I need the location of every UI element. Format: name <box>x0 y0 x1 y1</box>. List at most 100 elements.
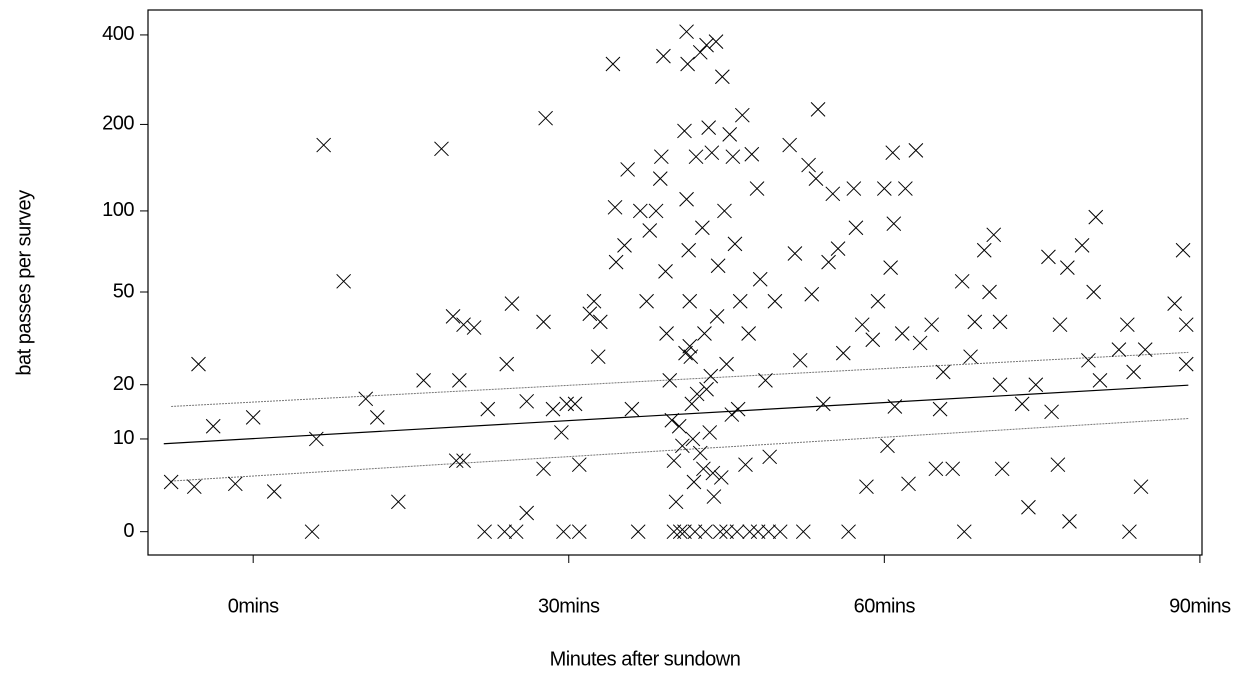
point <box>901 476 916 492</box>
point <box>717 203 732 219</box>
point <box>963 349 978 365</box>
point <box>434 141 449 157</box>
point <box>734 107 750 123</box>
point <box>642 223 658 238</box>
point <box>744 146 760 162</box>
point <box>452 372 467 388</box>
point <box>266 484 282 499</box>
point <box>792 352 808 368</box>
point <box>369 410 385 425</box>
point <box>586 293 602 309</box>
point <box>894 326 910 341</box>
point <box>617 238 632 253</box>
point <box>724 407 740 422</box>
point <box>336 273 352 289</box>
x-axis-label: Minutes after sundown <box>550 648 741 670</box>
point <box>1062 514 1077 529</box>
point <box>687 524 703 540</box>
point <box>730 401 746 417</box>
point <box>928 461 944 477</box>
point <box>692 44 708 60</box>
point <box>815 396 831 412</box>
point <box>713 470 729 485</box>
point <box>841 524 856 540</box>
point <box>652 171 668 187</box>
point <box>675 438 690 454</box>
point <box>656 48 671 64</box>
point <box>795 524 811 540</box>
point <box>859 479 874 495</box>
point <box>658 264 673 279</box>
point <box>854 317 870 333</box>
point <box>967 314 983 330</box>
point <box>679 24 694 40</box>
point <box>538 110 553 126</box>
point <box>508 524 524 540</box>
point <box>666 524 682 540</box>
point <box>1021 499 1036 515</box>
point <box>1028 377 1044 393</box>
point <box>729 524 745 540</box>
point <box>567 396 583 412</box>
point <box>714 69 730 85</box>
point <box>835 345 851 361</box>
point <box>677 123 692 139</box>
point <box>672 524 688 540</box>
point <box>456 317 471 333</box>
point <box>1081 352 1096 368</box>
point <box>605 56 621 72</box>
point <box>703 368 719 384</box>
y-tick-label: 400 <box>102 23 134 45</box>
point <box>666 453 682 469</box>
point <box>762 449 778 465</box>
point <box>1178 356 1194 372</box>
point <box>682 293 698 309</box>
point <box>924 317 940 333</box>
point <box>620 162 636 177</box>
point <box>304 524 320 540</box>
point <box>976 242 992 258</box>
point <box>1178 317 1194 333</box>
point <box>499 356 515 372</box>
point <box>986 227 1002 243</box>
point <box>671 418 687 434</box>
point <box>727 236 743 252</box>
point <box>659 326 674 341</box>
confidence-line <box>171 351 1189 407</box>
point <box>571 524 587 540</box>
point <box>554 425 569 440</box>
point <box>163 474 179 490</box>
point <box>536 314 551 330</box>
point <box>630 524 646 540</box>
point <box>624 401 640 417</box>
point <box>1111 342 1127 357</box>
point <box>648 203 664 219</box>
point <box>639 293 654 309</box>
point <box>865 332 881 348</box>
point <box>1074 238 1090 253</box>
y-tick-label: 100 <box>102 199 134 221</box>
point <box>684 396 700 412</box>
point <box>887 399 903 414</box>
point <box>708 34 724 49</box>
point <box>992 314 1008 330</box>
point <box>1041 249 1056 265</box>
point <box>699 381 714 397</box>
point <box>742 524 758 540</box>
point <box>709 309 725 324</box>
point <box>1044 404 1059 420</box>
point <box>519 393 535 409</box>
point <box>416 372 431 388</box>
point <box>787 246 803 261</box>
point <box>608 254 624 270</box>
point <box>1086 284 1102 300</box>
point <box>885 145 901 161</box>
point <box>722 126 738 142</box>
x-tick-label: 30mins <box>538 595 600 617</box>
point <box>681 242 697 258</box>
point <box>719 356 734 372</box>
point <box>712 524 728 540</box>
y-tick-label: 0 <box>123 520 134 542</box>
point <box>741 326 756 341</box>
point <box>390 494 406 510</box>
